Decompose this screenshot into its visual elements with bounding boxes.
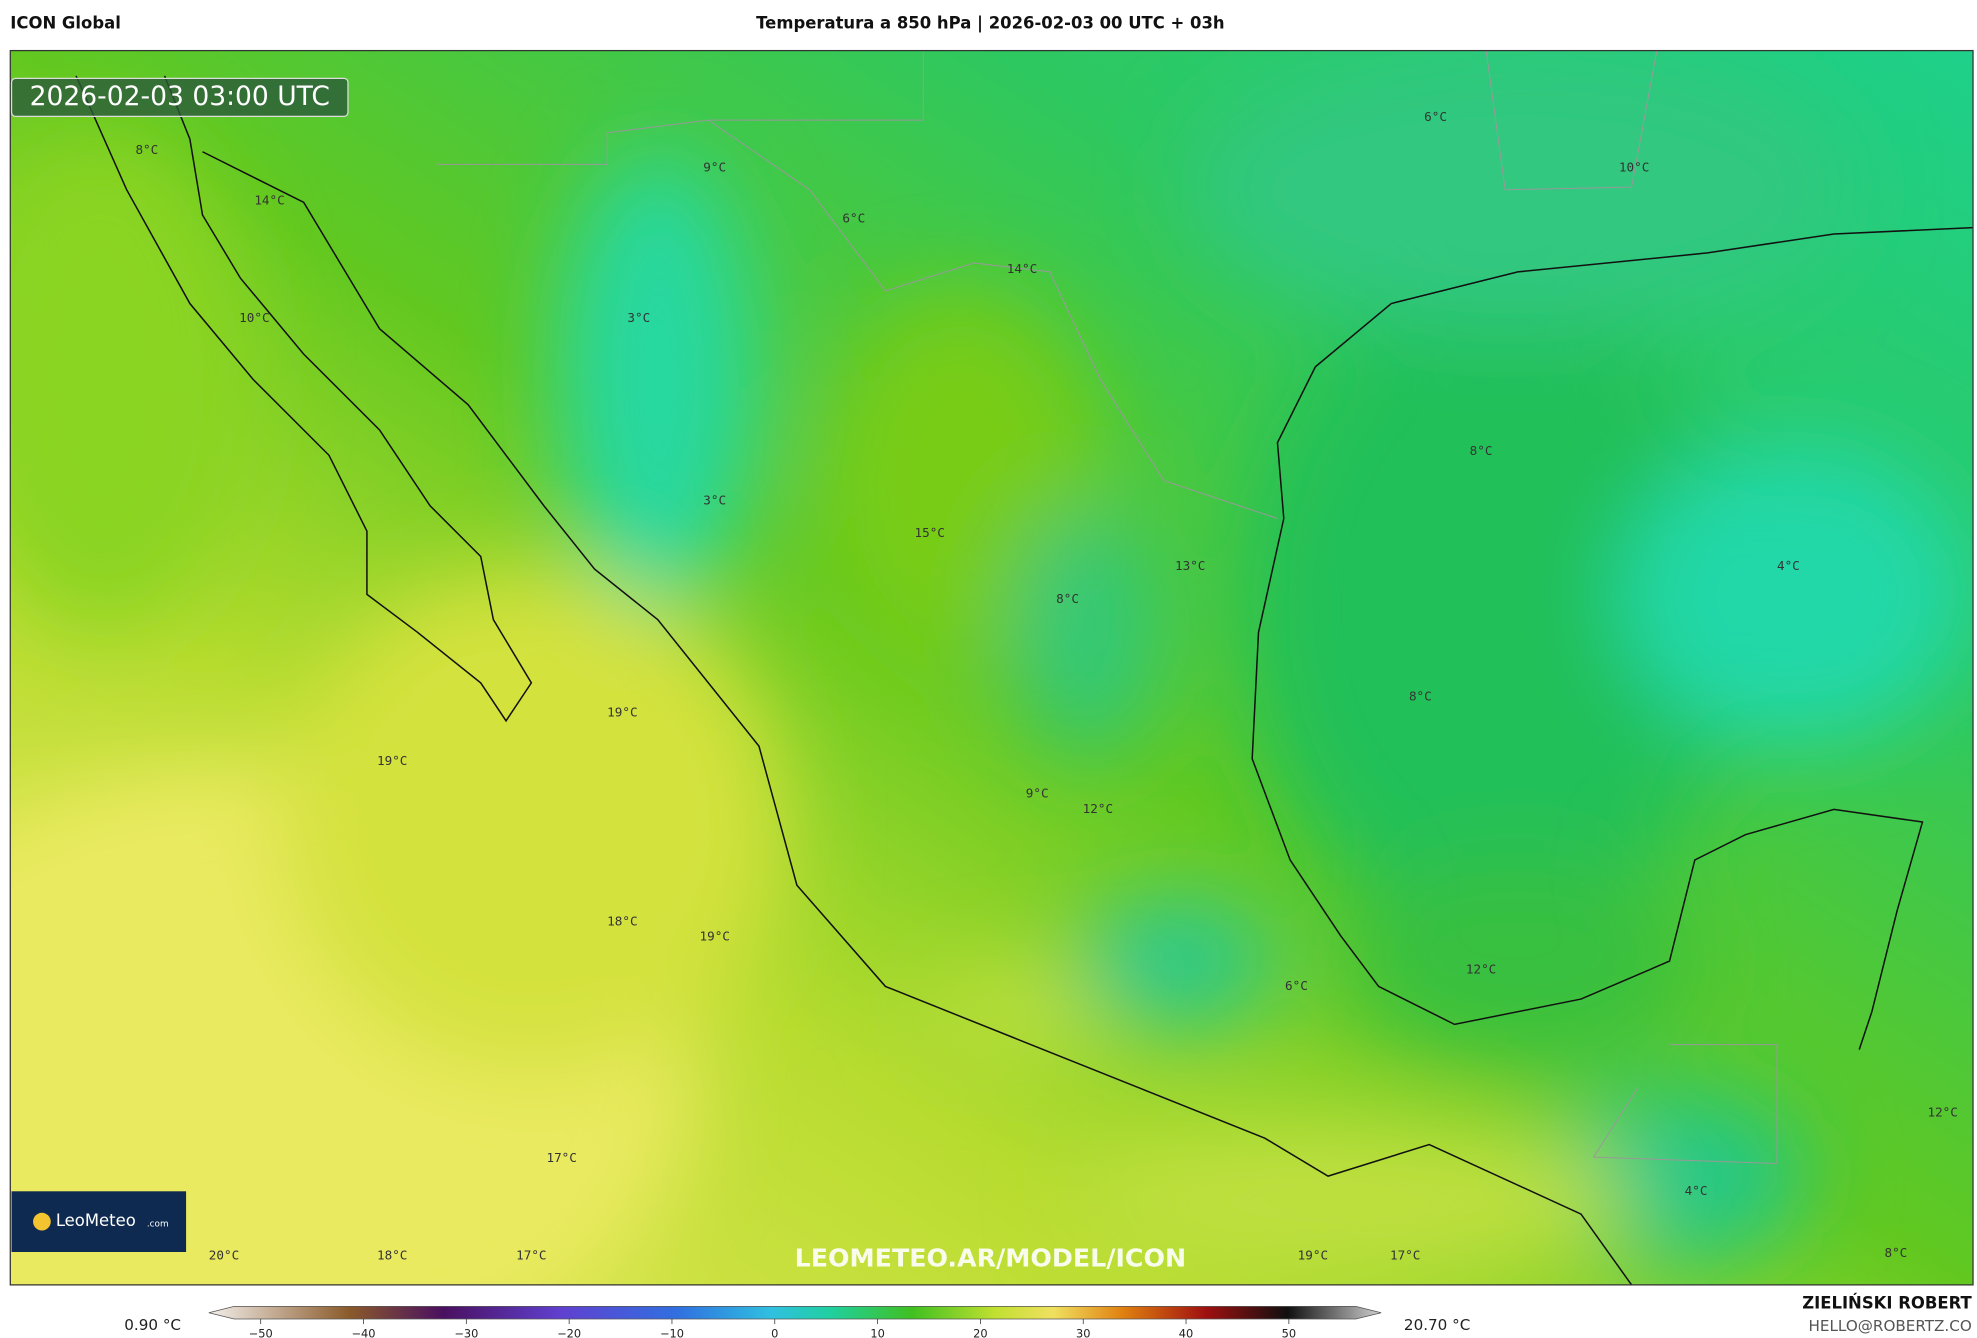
temperature-label: 15°C xyxy=(914,525,944,540)
map: 8°C 14°C 10°C 9°C 6°C 14°C 3°C 3°C 15°C 8°C 13°C 6°… xyxy=(10,50,1974,1285)
map-title: Temperatura a 850 hPa | 2026-02-03 00 UT… xyxy=(756,14,1224,34)
coastline xyxy=(75,75,1974,1285)
temperature-label: 8°C xyxy=(1056,591,1079,606)
colorbar-max: 20.70 °C xyxy=(1404,1316,1470,1334)
temperature-label: 3°C xyxy=(703,492,726,507)
borders xyxy=(436,50,1778,1165)
temperature-label: 20°C xyxy=(209,1247,239,1262)
temperature-label: 19°C xyxy=(607,705,637,720)
temperature-label: 12°C xyxy=(1927,1104,1957,1119)
temperature-label: 4°C xyxy=(1777,558,1800,573)
colorbar-tick-label: −20 xyxy=(557,1327,581,1338)
colorbar-tick-label: 20 xyxy=(973,1327,987,1338)
logo-sun xyxy=(33,1212,51,1231)
logo-name: LeoMeteo xyxy=(56,1211,136,1230)
temperature-label: 19°C xyxy=(700,929,730,944)
email: HELLO@ROBERTZ.CO xyxy=(1809,1317,1972,1335)
author: ZIELIŃSKI ROBERT xyxy=(1802,1293,1972,1312)
colorbar-tick-label: 10 xyxy=(870,1327,884,1338)
temperature-label: 18°C xyxy=(607,913,637,928)
temperature-label: 6°C xyxy=(842,210,865,225)
watermark: LEOMETEO.AR/MODEL/ICON xyxy=(795,1244,1186,1273)
temperature-label: 14°C xyxy=(1007,261,1037,276)
temperature-label: 9°C xyxy=(1026,786,1049,801)
colorbar-tick-label: −40 xyxy=(352,1327,376,1338)
temperature-label: 12°C xyxy=(1083,801,1113,816)
temperature-label: 8°C xyxy=(135,142,158,157)
temperature-label: 14°C xyxy=(254,193,284,208)
colorbar-tick-label: −10 xyxy=(660,1327,684,1338)
map-frame xyxy=(9,49,1974,1286)
temperature-label: 9°C xyxy=(703,160,726,175)
temperature-label: 10°C xyxy=(239,310,269,325)
temperature-label: 8°C xyxy=(1409,688,1432,703)
temperature-label: 13°C xyxy=(1175,558,1205,573)
logo-suffix: .com xyxy=(147,1220,169,1230)
temperature-label: 8°C xyxy=(1884,1245,1907,1260)
temperature-label: 6°C xyxy=(1285,978,1308,993)
temperature-label: 17°C xyxy=(1390,1247,1420,1262)
temperature-label: 19°C xyxy=(377,753,407,768)
temperature-label: 8°C xyxy=(1470,443,1493,458)
temperature-label: 6°C xyxy=(1424,109,1447,124)
temperature-label: 4°C xyxy=(1685,1183,1708,1198)
colorbar-tick-label: 40 xyxy=(1179,1327,1193,1338)
temperature-label: 17°C xyxy=(546,1150,576,1165)
temperature-label: 12°C xyxy=(1466,961,1496,976)
temperature-label: 10°C xyxy=(1619,160,1649,175)
temperature-label: 19°C xyxy=(1298,1247,1328,1262)
colorbar-tick-label: 0 xyxy=(771,1327,778,1338)
temperature-label: 18°C xyxy=(377,1247,407,1262)
model-name: ICON Global xyxy=(10,14,121,33)
colorbar-tick-label: −30 xyxy=(454,1327,478,1338)
timestamp: 2026-02-03 03:00 UTC xyxy=(30,81,330,112)
timestamp-box xyxy=(10,77,349,117)
temperature-label: 3°C xyxy=(627,310,650,325)
temperature-label: 17°C xyxy=(516,1247,546,1262)
colorbar-tick-label: 50 xyxy=(1282,1327,1296,1338)
colorbar-tick-label: 30 xyxy=(1076,1327,1090,1338)
colorbar-tick-label: −50 xyxy=(249,1327,273,1338)
colorbar xyxy=(208,1306,1382,1320)
colorbar-min: 0.90 °C xyxy=(124,1316,181,1334)
